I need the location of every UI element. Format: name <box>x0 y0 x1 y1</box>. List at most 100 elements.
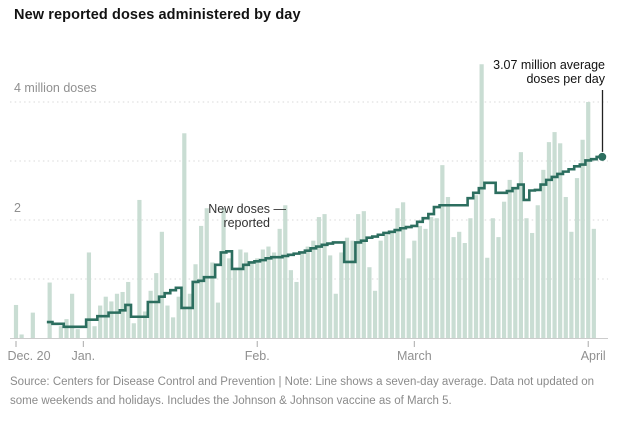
source-note: Source: Centers for Disease Control and … <box>10 376 595 407</box>
dose-bar <box>479 64 484 339</box>
dose-bar <box>114 293 120 338</box>
dose-bar <box>490 218 495 338</box>
average-annotation-line1: 3.07 million average <box>493 58 605 72</box>
dose-bar <box>266 246 271 338</box>
dose-bar <box>193 264 198 338</box>
dose-bar <box>395 208 400 338</box>
dose-bar <box>260 249 265 338</box>
dose-bar <box>457 231 462 338</box>
dose-bar <box>277 228 282 338</box>
dose-bar <box>328 255 333 338</box>
dose-bar <box>13 304 19 338</box>
dose-bar <box>423 228 428 338</box>
page-title: New reported doses administered by day <box>14 7 301 23</box>
daily-dose-bars <box>13 64 596 339</box>
dose-bar <box>440 165 445 338</box>
dose-bar <box>462 243 467 338</box>
dose-bar <box>148 290 153 338</box>
month-label-jan: Jan. <box>71 349 95 363</box>
average-annotation: 3.07 million average doses per day <box>430 58 605 86</box>
dose-bar <box>204 208 209 338</box>
dose-bar <box>429 217 434 338</box>
dose-bar <box>19 334 24 338</box>
dose-bar <box>400 202 406 338</box>
new-doses-annotation-line2: reported <box>223 216 270 230</box>
dose-bar <box>159 231 164 338</box>
dose-bar <box>165 305 170 338</box>
dose-bar <box>552 132 557 338</box>
dose-bar <box>215 302 221 338</box>
dose-bar <box>451 237 456 338</box>
dose-bar <box>255 258 260 338</box>
dose-bar <box>518 152 523 338</box>
dose-bar <box>30 312 35 338</box>
dose-bar <box>322 214 327 338</box>
dose-bar <box>501 201 507 338</box>
dose-bar <box>535 205 540 338</box>
month-label-dec20: Dec. 20 <box>7 349 50 363</box>
dose-bar <box>591 228 596 338</box>
dose-bar <box>176 296 181 338</box>
dose-bar <box>580 139 585 338</box>
average-annotation-line2: doses per day <box>526 72 605 86</box>
dose-bar <box>468 218 473 338</box>
dose-bar <box>170 317 176 338</box>
dose-bar <box>288 270 293 338</box>
seven-day-average-line <box>46 155 603 329</box>
dose-bar <box>120 291 125 338</box>
dose-bar <box>64 319 69 338</box>
dose-bar <box>513 186 518 338</box>
month-label-march: March <box>397 349 432 363</box>
dose-bar <box>546 142 552 338</box>
doses-bar-chart: Dec. 20 Jan. Feb. March April <box>7 64 608 363</box>
dose-bar <box>367 267 372 338</box>
dose-bar <box>58 326 63 338</box>
month-label-april: April <box>581 349 606 363</box>
dose-bar <box>238 249 243 338</box>
dose-bar <box>210 262 215 338</box>
dose-bar <box>98 305 103 338</box>
dose-bar <box>473 195 479 338</box>
dose-bar <box>485 257 490 338</box>
dose-bar <box>221 208 226 338</box>
dose-bar <box>271 252 277 338</box>
dose-bar <box>154 273 159 338</box>
dose-bar <box>569 231 574 338</box>
dose-bar <box>350 240 355 338</box>
dose-bar <box>524 218 529 338</box>
y-axis-label-2-million: 2 <box>14 201 21 215</box>
dose-bar <box>372 290 378 338</box>
dose-bar <box>586 102 591 338</box>
dose-bar <box>227 258 232 338</box>
dose-bar <box>384 234 389 338</box>
dose-bar <box>530 232 535 338</box>
dose-bar <box>356 214 361 338</box>
dose-bar <box>496 237 501 338</box>
dose-bar <box>300 252 305 338</box>
dose-bar <box>311 240 316 338</box>
y-axis-label-4-million: 4 million doses <box>14 81 97 95</box>
dose-bar <box>417 225 423 338</box>
dose-bar <box>70 293 75 338</box>
dose-bar <box>232 270 237 338</box>
dose-bar <box>333 293 338 338</box>
dose-bar <box>412 240 417 338</box>
dose-bar <box>445 196 451 338</box>
dose-bar <box>558 143 563 338</box>
dose-bar <box>378 240 383 338</box>
dose-bar <box>389 231 394 338</box>
dose-bar <box>243 252 249 338</box>
dose-bar <box>294 281 299 338</box>
dose-bar <box>137 199 142 338</box>
dose-bar <box>406 258 411 338</box>
dose-bar <box>109 301 114 338</box>
dose-bar <box>507 179 512 338</box>
dose-bar <box>563 196 568 338</box>
average-end-dot <box>598 152 607 161</box>
dose-bar <box>249 261 254 338</box>
dose-bar <box>305 246 310 338</box>
dose-bar <box>86 252 92 338</box>
dose-bar <box>316 217 322 338</box>
dose-bar <box>574 178 580 338</box>
